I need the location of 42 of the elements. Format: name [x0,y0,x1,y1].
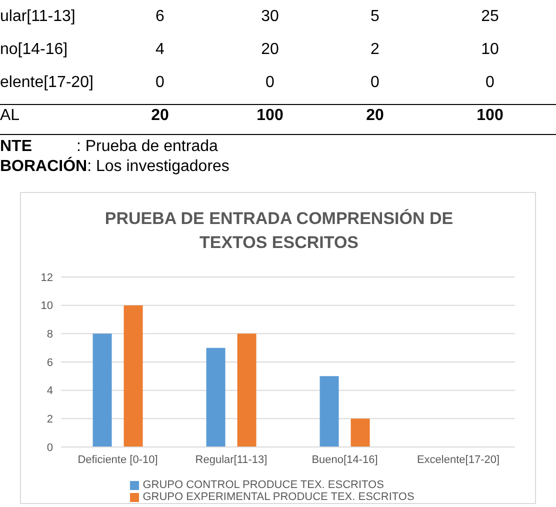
text: ular[11-13] [0,8,76,26]
bar [320,376,339,447]
legend-label: GRUPO CONTROL PRODUCE TEX. ESCRITOS [142,479,384,491]
text: 5 [370,8,380,26]
text: 30 [260,8,280,26]
bar [92,334,112,447]
text: AL [0,107,21,125]
text: 0 [370,74,380,92]
text: 100 [256,107,284,125]
y-tick-label: 6 [46,356,53,369]
x-tick-label: Excelente[17-20] [416,454,500,466]
x-tick-label: Deficiente [0-10] [78,454,158,466]
x-tick-label: Regular[11-13] [195,454,268,466]
x-tick-label: Bueno[14-16] [312,454,378,466]
text: 0 [154,74,166,92]
text: 6 [154,8,166,26]
bar [206,348,226,447]
text: 0 [484,74,496,92]
y-tick-label: 8 [46,328,53,341]
text: 20 [260,41,280,59]
y-tick-label: 12 [40,272,53,284]
text: 10 [480,41,500,59]
text: 100 [476,107,504,125]
bar [237,334,256,447]
text: elente[17-20] [0,74,94,92]
text: 25 [480,8,500,26]
chart-title: PRUEBA DE ENTRADA COMPRENSIÓN DE TEXTOS ESCRITOS [104,208,454,254]
text: NTE : Prueba de entrada [0,138,218,155]
legend-label: GRUPO EXPERIMENTAL PRODUCE TEX. ESCRITOS [142,491,414,503]
text: 4 [154,41,166,59]
text: 2 [370,41,380,59]
text: 20 [150,107,170,125]
text: 20 [365,107,385,125]
text: 0 [264,74,276,92]
text: no[14-16] [0,41,69,59]
y-tick-label: 10 [40,300,53,312]
text: BORACIÓN: Los investigadores [0,158,230,176]
bar [124,305,143,447]
bar [350,418,370,447]
y-tick-label: 0 [46,442,53,454]
y-tick-label: 2 [46,414,53,426]
y-tick-label: 4 [46,385,53,398]
